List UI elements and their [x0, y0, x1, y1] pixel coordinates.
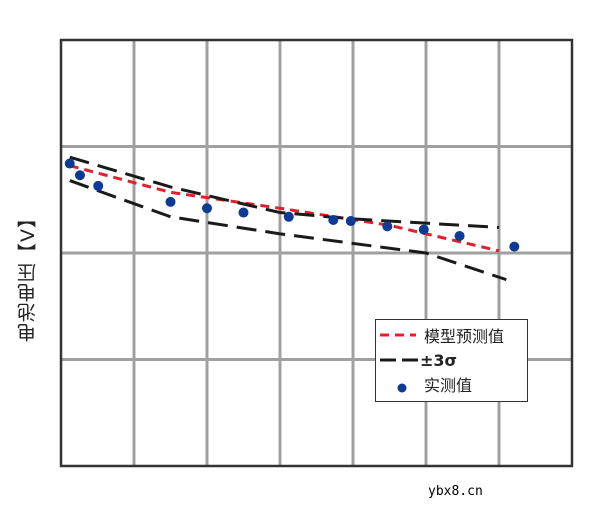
red-dashed-line-icon [380, 333, 416, 337]
sigma-line [69, 179, 507, 282]
measured-data-point [165, 196, 176, 207]
measured-data-point [93, 180, 104, 191]
measured-data-point [418, 224, 429, 235]
measured-data-point [509, 241, 520, 252]
y-axis-label: 电池电压【V】 [14, 208, 42, 368]
measured-data-point [202, 203, 212, 214]
measured-data-point [328, 214, 339, 225]
series-layer [64, 155, 520, 282]
measured-data-point [345, 216, 356, 227]
blue-dot-icon [397, 383, 407, 393]
plot-frame [59, 38, 574, 468]
measured-data-point [454, 230, 465, 241]
legend-item-measured: 实测值 [376, 372, 472, 396]
y-axis-label-text: 电池电压【V】 [17, 208, 39, 342]
legend-label-sigma: ±3σ [420, 350, 457, 370]
black-dashed-line-icon [380, 358, 418, 362]
legend-label-measured: 实测值 [424, 376, 473, 395]
measured-data-point [283, 211, 294, 222]
measured-data-point [64, 158, 75, 169]
measured-data-point [382, 221, 393, 232]
watermark: ybx8.cn [428, 484, 483, 499]
measured-data-point [238, 207, 249, 218]
legend-item-prediction: 模型预测值 [376, 323, 504, 347]
measured-data-point [74, 170, 85, 181]
legend-item-sigma: ±3σ [376, 348, 457, 372]
sigma-line [69, 155, 500, 229]
legend: 模型预测值 ±3σ 实测值 [375, 319, 528, 402]
grid-lines [61, 40, 572, 466]
legend-label-prediction: 模型预测值 [424, 327, 505, 346]
